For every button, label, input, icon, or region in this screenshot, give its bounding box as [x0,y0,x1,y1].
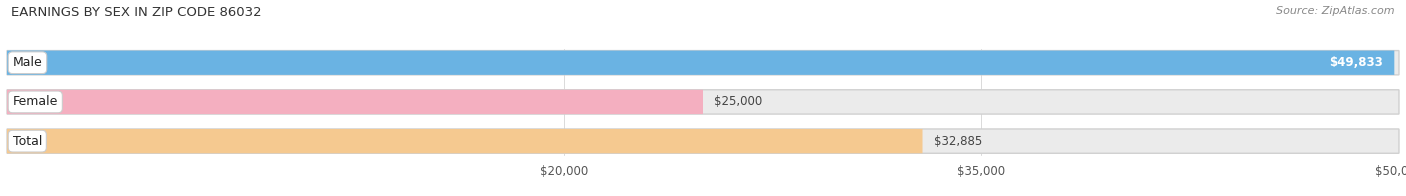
FancyBboxPatch shape [7,129,1399,153]
Text: $25,000: $25,000 [714,95,762,108]
Text: Total: Total [13,135,42,148]
Text: Male: Male [13,56,42,69]
Text: $49,833: $49,833 [1330,56,1384,69]
Text: EARNINGS BY SEX IN ZIP CODE 86032: EARNINGS BY SEX IN ZIP CODE 86032 [11,6,262,19]
FancyBboxPatch shape [7,129,922,153]
FancyBboxPatch shape [7,51,1395,75]
Text: Female: Female [13,95,58,108]
FancyBboxPatch shape [7,90,703,114]
Text: Source: ZipAtlas.com: Source: ZipAtlas.com [1277,6,1395,16]
FancyBboxPatch shape [7,51,1399,75]
FancyBboxPatch shape [7,90,1399,114]
Text: $32,885: $32,885 [934,135,981,148]
